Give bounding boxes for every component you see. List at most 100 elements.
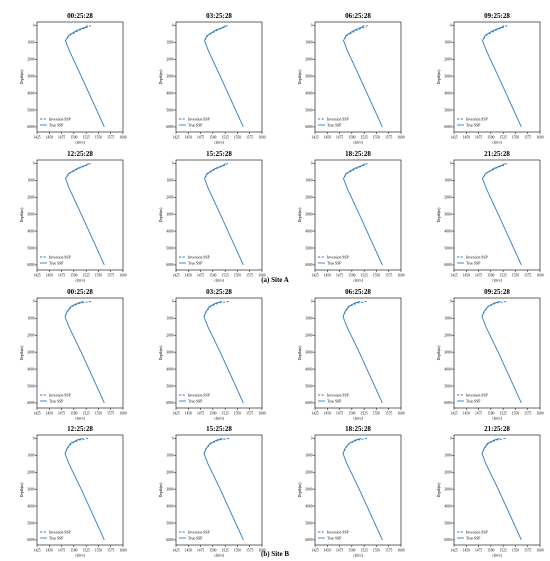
x-tick-label: 1500	[487, 274, 494, 278]
y-axis-label: Depth(m)	[437, 69, 441, 84]
panel-a-2: 03:25:28 1425 1450 1475 1500 1525 1550 1575 1600…	[159, 12, 266, 145]
y-tick-label: 1000	[305, 179, 312, 183]
y-tick-label: 6000	[305, 401, 312, 405]
x-tick-label: 1500	[487, 412, 494, 416]
y-tick-label: 3000	[166, 212, 173, 216]
x-tick-label: 1575	[246, 412, 253, 416]
x-tick-label: 1575	[246, 136, 253, 140]
x-tick-label: 1425	[311, 549, 318, 553]
y-tick-label: 0	[172, 24, 174, 28]
y-tick-label: 0	[172, 300, 174, 304]
x-tick-label: 1575	[385, 136, 392, 140]
panel-b-5: 12:25:28 1425 1450 1475 1500 1525 1550 1575 1600…	[20, 425, 127, 558]
x-tick-label: 1600	[258, 549, 265, 553]
x-tick-label: 1525	[361, 412, 368, 416]
x-tick-label: 1425	[172, 412, 179, 416]
y-axis-label: Depth(m)	[159, 69, 163, 84]
x-tick-label: 1550	[234, 274, 241, 278]
x-tick-label: 1500	[70, 136, 77, 140]
x-tick-label: 1450	[463, 136, 470, 140]
x-axis-label: c(m/s)	[75, 279, 85, 283]
x-tick-label: 1550	[95, 274, 102, 278]
panel-title: 15:25:28	[206, 150, 232, 158]
x-tick-label: 1550	[234, 549, 241, 553]
x-tick-label: 1425	[311, 136, 318, 140]
axes-frame	[175, 159, 263, 271]
true-ssp-line	[64, 300, 105, 404]
true-ssp-line	[481, 300, 522, 404]
legend-true-label: True SSP	[49, 123, 63, 127]
true-ssp-line	[204, 25, 244, 128]
legend-inversion-label: Inversion SSP	[49, 117, 71, 121]
y-tick-label: 4000	[27, 367, 34, 371]
y-tick-label: 3000	[27, 212, 34, 216]
x-axis-label: c(m/s)	[75, 554, 85, 558]
panel-a-8: 21:25:28 1425 1450 1475 1500 1525 1550 1575 1600…	[437, 150, 544, 283]
y-tick-label: 4000	[444, 91, 451, 95]
legend-inversion-label: Inversion SSP	[188, 393, 210, 397]
y-tick-label: 2000	[27, 58, 34, 62]
y-tick-label: 3000	[444, 350, 451, 354]
x-tick-label: 1500	[209, 274, 216, 278]
panel-title: 12:25:28	[67, 150, 93, 158]
x-tick-label: 1575	[524, 412, 531, 416]
y-axis-label: Depth(m)	[298, 345, 302, 360]
panel-title: 00:25:28	[67, 288, 93, 296]
y-tick-label: 6000	[27, 125, 34, 129]
y-tick-label: 5000	[166, 521, 173, 525]
x-tick-label: 1550	[373, 412, 380, 416]
y-axis-label: Depth(m)	[159, 482, 163, 497]
x-tick-label: 1525	[222, 412, 229, 416]
true-ssp-line	[342, 300, 383, 404]
legend-inversion-label: Inversion SSP	[327, 393, 349, 397]
x-tick-label: 1425	[450, 136, 457, 140]
y-tick-label: 6000	[166, 538, 173, 542]
x-tick-label: 1525	[83, 412, 90, 416]
true-ssp-line	[64, 437, 105, 541]
y-tick-label: 4000	[305, 229, 312, 233]
x-tick-label: 1525	[83, 549, 90, 553]
y-axis-label: Depth(m)	[437, 207, 441, 222]
inversion-ssp-line	[343, 162, 368, 179]
legend-inversion-label: Inversion SSP	[188, 530, 210, 534]
y-tick-label: 3000	[305, 487, 312, 491]
x-tick-label: 1500	[209, 412, 216, 416]
axes-frame	[175, 21, 263, 133]
legend-true-label: True SSP	[327, 536, 341, 540]
y-tick-label: 3000	[444, 487, 451, 491]
x-axis-label: c(m/s)	[492, 417, 502, 421]
y-tick-label: 5000	[166, 246, 173, 250]
y-tick-label: 5000	[27, 108, 34, 112]
y-tick-label: 4000	[166, 504, 173, 508]
y-tick-label: 0	[172, 162, 174, 166]
axes-frame	[36, 21, 124, 133]
legend-true-label: True SSP	[327, 261, 341, 265]
x-tick-label: 1575	[385, 549, 392, 553]
axes-frame	[453, 297, 541, 409]
x-tick-label: 1425	[450, 274, 457, 278]
x-tick-label: 1475	[58, 274, 65, 278]
y-tick-label: 1000	[166, 317, 173, 321]
y-tick-label: 4000	[305, 504, 312, 508]
y-tick-label: 4000	[27, 229, 34, 233]
legend-inversion-label: Inversion SSP	[188, 255, 210, 259]
legend-inversion-label: Inversion SSP	[327, 530, 349, 534]
legend-true-label: True SSP	[188, 536, 202, 540]
panel-title: 21:25:28	[484, 150, 510, 158]
x-axis-label: c(m/s)	[353, 554, 363, 558]
x-tick-label: 1475	[475, 412, 482, 416]
y-tick-label: 5000	[444, 108, 451, 112]
true-ssp-line	[203, 300, 244, 404]
y-axis-label: Depth(m)	[20, 482, 24, 497]
inversion-ssp-line	[64, 300, 92, 317]
legend-inversion-label: Inversion SSP	[327, 117, 349, 121]
axes-frame	[314, 159, 402, 271]
legend-true-label: True SSP	[49, 399, 63, 403]
legend-true-label: True SSP	[188, 123, 202, 127]
x-tick-label: 1575	[524, 549, 531, 553]
y-tick-label: 4000	[444, 504, 451, 508]
x-tick-label: 1475	[58, 412, 65, 416]
y-tick-label: 6000	[166, 263, 173, 267]
inversion-ssp-line	[482, 24, 508, 41]
inversion-ssp-line	[342, 437, 368, 454]
